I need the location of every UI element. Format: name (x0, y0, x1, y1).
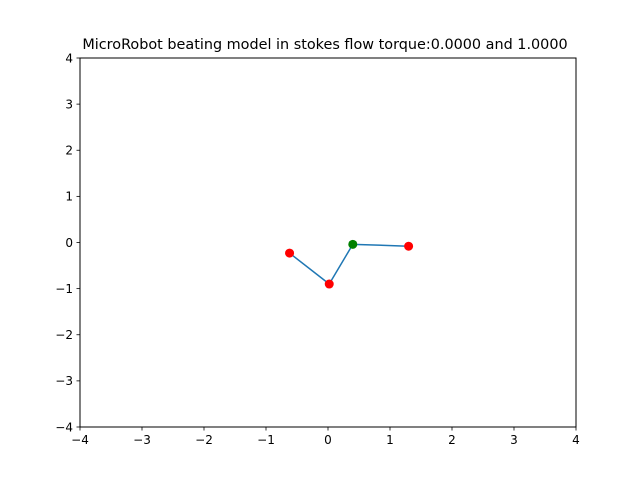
x-axis-ticks: −4 −3 −2 −1 0 1 2 3 4 (71, 427, 580, 447)
data-point-marker (285, 248, 295, 258)
y-tick-label: 3 (65, 97, 73, 111)
x-tick-label: 0 (324, 433, 332, 447)
y-tick-label: 0 (65, 236, 73, 250)
y-tick-label: 2 (65, 144, 73, 158)
plot-frame (79, 57, 577, 428)
x-tick-label: 2 (448, 433, 456, 447)
y-tick-label: −1 (55, 282, 73, 296)
x-tick-label: 3 (510, 433, 518, 447)
data-point-marker (324, 279, 334, 289)
y-axis-ticks: −4 −3 −2 −1 0 1 2 3 4 (55, 51, 80, 434)
series-line (289, 243, 409, 285)
y-tick-label: −3 (55, 374, 73, 388)
plot-area (80, 58, 576, 427)
x-tick-label: 4 (572, 433, 580, 447)
chart-title: MicroRobot beating model in stokes flow … (82, 37, 567, 53)
y-tick-label: 1 (65, 190, 73, 204)
x-tick-label: −1 (257, 433, 275, 447)
y-tick-label: −2 (55, 328, 73, 342)
y-tick-label: −4 (55, 420, 73, 434)
y-tick-label: 4 (65, 51, 73, 65)
data-point-marker (348, 239, 358, 249)
x-tick-label: −2 (195, 433, 213, 447)
x-tick-label: −4 (71, 433, 89, 447)
x-tick-label: 1 (386, 433, 394, 447)
series-layer (285, 239, 414, 289)
x-tick-label: −3 (133, 433, 151, 447)
data-point-marker (404, 241, 414, 251)
